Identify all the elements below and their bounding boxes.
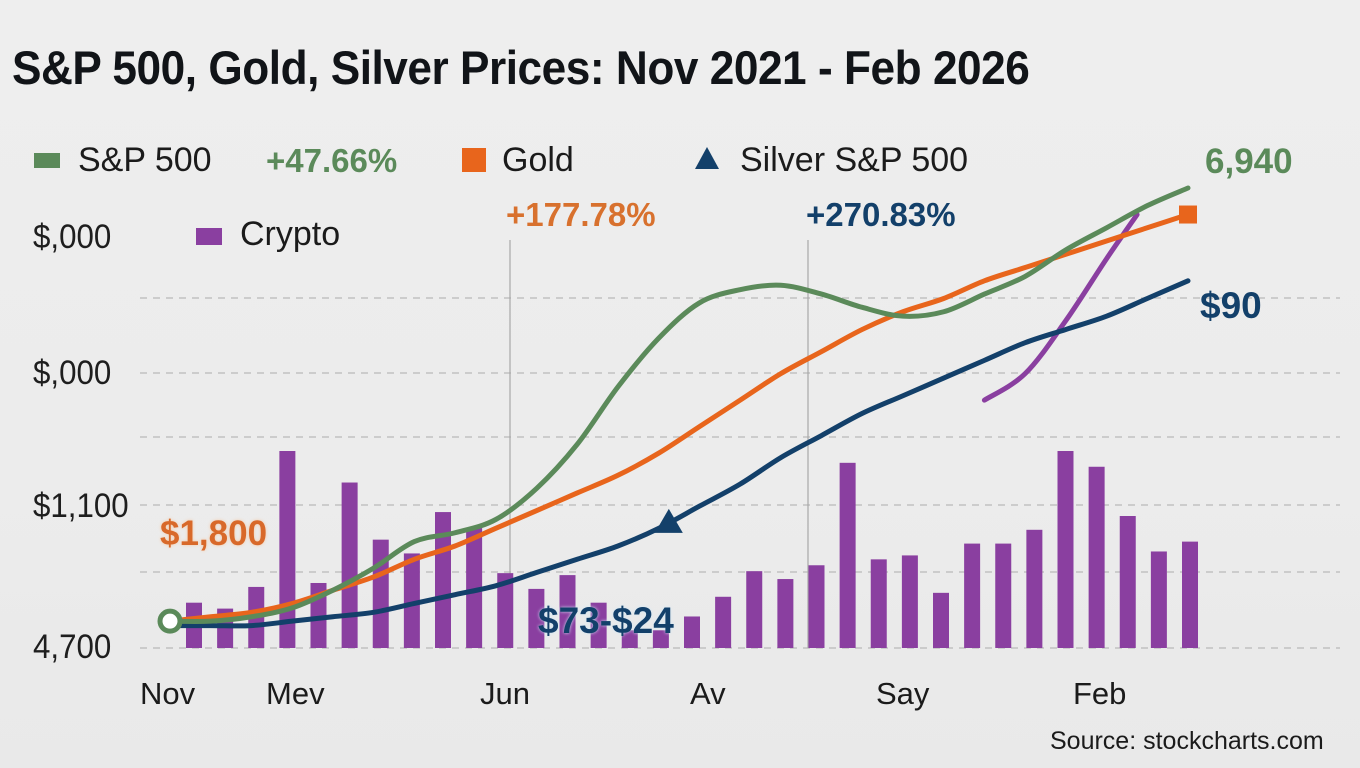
bar [808,565,825,648]
x-tick-label: Feb [1073,676,1127,711]
legend-swatch-gold [462,148,486,172]
bar [341,482,358,648]
legend-triangle-icon [695,147,719,169]
x-tick-label: Mev [266,676,325,711]
bar [901,555,918,648]
legend-label-gold: Gold [502,141,574,179]
bar [746,571,763,648]
bar [1057,451,1074,648]
annotation-sp500-end: 6,940 [1205,142,1293,181]
annotation-silver-end: $90 [1200,285,1262,326]
gold-end-marker-square [1179,205,1197,224]
bar [1182,541,1198,648]
line-s-p-500 [167,185,1191,624]
y-tick-label: $,000 [33,354,112,392]
y-tick-label: $,000 [33,218,112,256]
bar [279,451,296,648]
annotation-silver-mid: $73-$24 [538,600,674,641]
y-tick-label: $1,100 [33,487,129,525]
bar [590,602,607,648]
bar [435,512,451,648]
bar [1026,529,1043,648]
legend-change-silver: +270.83% [806,196,956,233]
bar [1150,551,1167,648]
bar [497,573,514,648]
bar [933,592,949,648]
legend-swatch-sp500 [34,153,60,168]
legend-label-crypto: Crypto [240,215,341,253]
start-marker-circle [157,608,183,634]
x-tick-label: Jun [480,676,530,711]
annotation-gold-start: $1,800 [160,514,268,553]
y-tick-label: 4,700 [33,628,112,666]
bar [1119,516,1136,648]
bar [870,559,887,648]
x-tick-label: Say [876,676,930,711]
bar [1088,466,1105,648]
bar [995,543,1012,648]
bar [684,616,700,648]
bar [559,575,576,648]
bar [372,539,389,648]
bar [777,579,794,648]
bar [652,630,669,648]
bar [621,630,638,648]
bar [403,553,420,648]
line-silver [167,278,1191,629]
line-crypto [981,212,1140,403]
bar [466,527,483,648]
bar [528,588,545,648]
legend-change-sp500: +47.66% [266,142,398,179]
bar [964,543,981,648]
legend-change-gold: +177.78% [506,196,656,233]
bar [715,596,732,648]
x-tick-label: Nov [140,676,196,711]
x-tick-label: Av [690,676,726,711]
legend-swatch-crypto [196,228,222,245]
source-note: Source: stockcharts.com [1050,727,1324,755]
silver-marker-triangle [654,508,683,533]
legend-label-silver: Silver S&P 500 [740,141,969,179]
bar [839,462,856,648]
legend-label-sp500: S&P 500 [78,141,212,179]
chart-title: S&P 500, Gold, Silver Prices: Nov 2021 -… [12,41,1030,94]
